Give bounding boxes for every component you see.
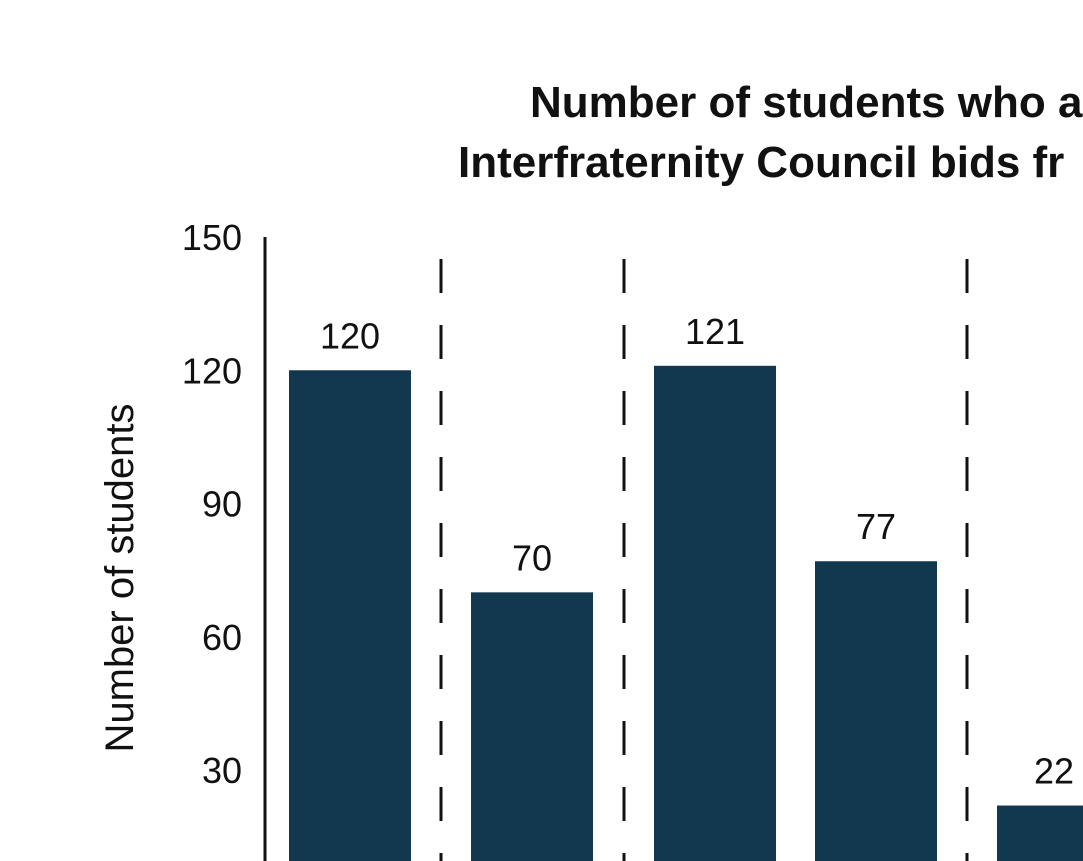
bar xyxy=(654,365,776,861)
bar xyxy=(289,370,411,861)
bars xyxy=(289,365,1083,861)
chart-title-line-1: Number of students who a xyxy=(530,78,1083,127)
y-tick-label: 30 xyxy=(202,750,242,791)
chart-title: Number of students who a Interfraternity… xyxy=(458,78,1083,187)
y-tick-label: 60 xyxy=(202,617,242,658)
y-tick-label: 90 xyxy=(202,484,242,525)
bar xyxy=(815,561,937,861)
bar xyxy=(997,805,1083,861)
chart-title-line-2: Interfraternity Council bids fr xyxy=(458,138,1064,187)
value-labels: 120 70 121 77 22 xyxy=(320,311,1074,792)
bar-value-label: 70 xyxy=(512,537,552,578)
bar xyxy=(471,592,593,861)
bar-value-label: 120 xyxy=(320,315,380,356)
y-tick-labels: 30 60 90 120 150 xyxy=(182,217,242,791)
bar-value-label: 77 xyxy=(856,506,896,547)
bar-value-label: 22 xyxy=(1034,751,1074,792)
y-axis-label: Number of students xyxy=(98,403,142,752)
y-tick-label: 150 xyxy=(182,217,242,258)
bar-value-label: 121 xyxy=(685,311,745,352)
y-tick-label: 120 xyxy=(182,350,242,391)
